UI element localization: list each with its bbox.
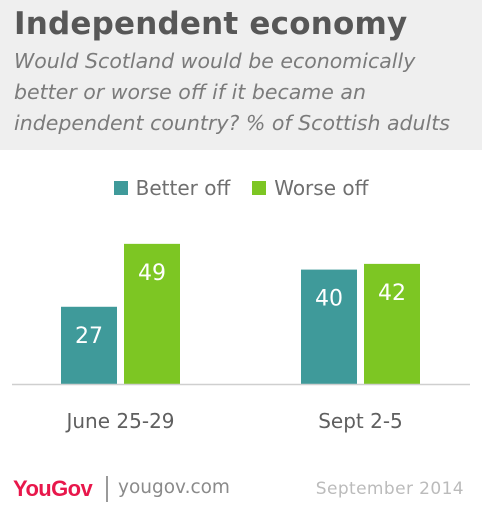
footer-divider: [106, 476, 108, 502]
data-label-better-off-2: 40: [315, 287, 343, 312]
legend-item-better-off: Better off: [113, 176, 231, 200]
category-label-1: June 25-29: [64, 409, 174, 433]
yougov-logo: YouGov: [13, 476, 93, 501]
bar-chart: 27 49 June 25-29 40 42 Sept 2-5: [12, 243, 470, 433]
bar-worse-off-2: [364, 263, 420, 384]
data-label-worse-off-1: 49: [138, 261, 166, 286]
bar-worse-off-1: [124, 243, 180, 384]
footer-site: yougov.com: [118, 477, 230, 498]
category-label-2: Sept 2-5: [318, 409, 403, 433]
data-label-better-off-1: 27: [75, 324, 103, 349]
legend-label-better-off: Better off: [135, 176, 231, 200]
legend-swatch-worse-off: [252, 181, 267, 195]
bar-better-off-1: [61, 306, 117, 384]
chart-legend: Better off Worse off: [0, 176, 482, 200]
legend-item-worse-off: Worse off: [252, 176, 368, 200]
bar-better-off-2: [301, 269, 357, 384]
legend-swatch-better-off: [113, 181, 128, 195]
chart-title: Independent economy: [14, 6, 408, 42]
chart-subtitle: Would Scotland would be economically bet…: [14, 49, 450, 135]
footer: YouGov yougov.com September 2014: [0, 472, 482, 508]
data-label-worse-off-2: 42: [378, 281, 406, 306]
chart-header: Independent economy Would Scotland would…: [0, 0, 482, 150]
legend-label-worse-off: Worse off: [274, 176, 369, 200]
footer-date: September 2014: [315, 479, 464, 499]
